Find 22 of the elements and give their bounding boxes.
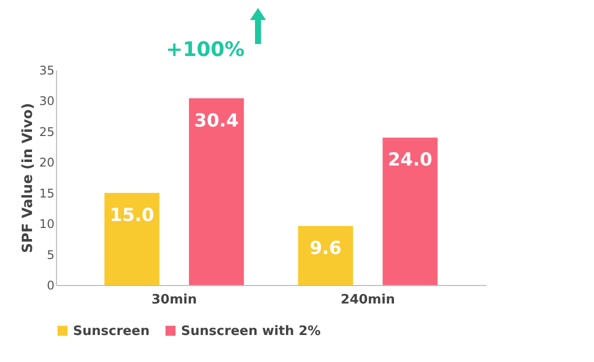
- bar: [382, 138, 438, 285]
- y-axis-title: SPF Value (in Vivo): [20, 102, 36, 254]
- x-tick-label: 30min: [151, 292, 197, 308]
- y-tick-label: 0: [46, 278, 54, 292]
- y-tick-label: 30: [39, 94, 54, 108]
- text: +100%: [166, 37, 245, 61]
- y-tick-label: 5: [46, 248, 54, 262]
- x-tick-label: 240min: [340, 292, 396, 308]
- legend-label: Sunscreen with 2%: [181, 324, 321, 339]
- text: 30.4: [194, 110, 239, 132]
- bar: [298, 226, 354, 285]
- bar: [188, 98, 244, 285]
- text: 15.0: [110, 204, 154, 226]
- y-tick-label: 10: [39, 217, 54, 232]
- y-tick-label: 15: [39, 186, 54, 200]
- bar: [104, 192, 160, 285]
- y-tick-label: 20: [39, 156, 54, 170]
- y-tick-label: 35: [39, 64, 54, 78]
- text: 9.6: [310, 238, 342, 260]
- text: 24.0: [388, 150, 432, 171]
- y-tick-label: 25: [39, 124, 54, 139]
- legend-label: Sunscreen: [73, 324, 150, 339]
